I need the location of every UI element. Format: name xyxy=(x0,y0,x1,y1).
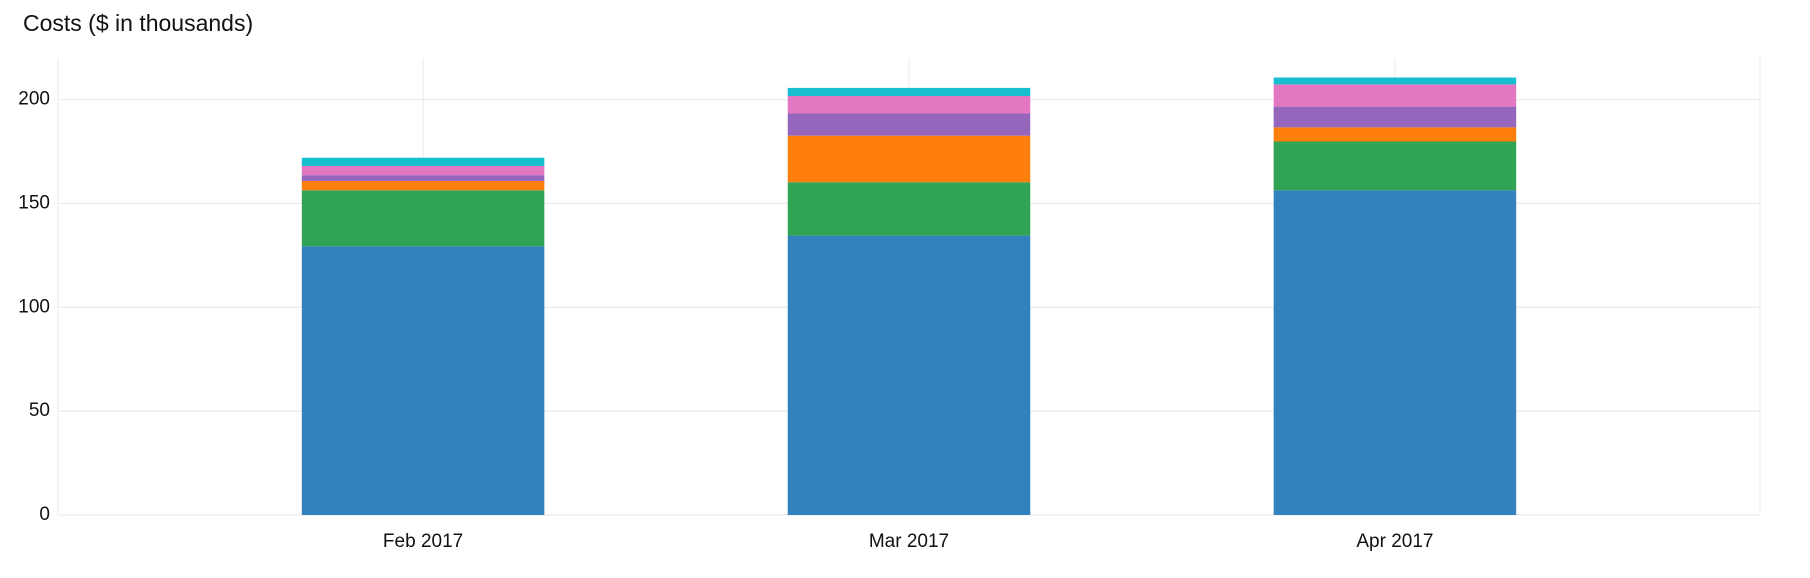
chart-title: Costs ($ in thousands) xyxy=(23,10,253,36)
bar-segment xyxy=(1273,127,1517,142)
x-tick-label: Feb 2017 xyxy=(383,531,463,552)
bar-segment xyxy=(301,180,545,191)
bar-segment xyxy=(301,175,545,181)
bar-segment xyxy=(301,166,545,176)
bar-segment xyxy=(787,135,1031,183)
bar-segment xyxy=(301,190,545,247)
y-tick-label: 0 xyxy=(39,504,50,525)
bar-segment xyxy=(1273,77,1517,85)
bar-segment xyxy=(787,96,1031,114)
bar-segment xyxy=(1273,106,1517,128)
bar-segment xyxy=(1273,141,1517,191)
y-tick-label: 100 xyxy=(18,296,50,317)
bar-segment xyxy=(301,157,545,167)
bar-segment xyxy=(1273,190,1517,515)
x-tick-label: Apr 2017 xyxy=(1356,531,1433,552)
x-tick-label: Mar 2017 xyxy=(869,531,949,552)
bar-segment xyxy=(787,235,1031,515)
y-tick-label: 50 xyxy=(29,400,50,421)
y-tick-label: 200 xyxy=(18,89,50,110)
bar-segment xyxy=(787,182,1031,236)
bar-segment xyxy=(787,87,1031,97)
bar-segment xyxy=(301,246,545,515)
bar-segment xyxy=(1273,84,1517,107)
y-tick-label: 150 xyxy=(18,192,50,213)
bar-segment xyxy=(787,113,1031,136)
